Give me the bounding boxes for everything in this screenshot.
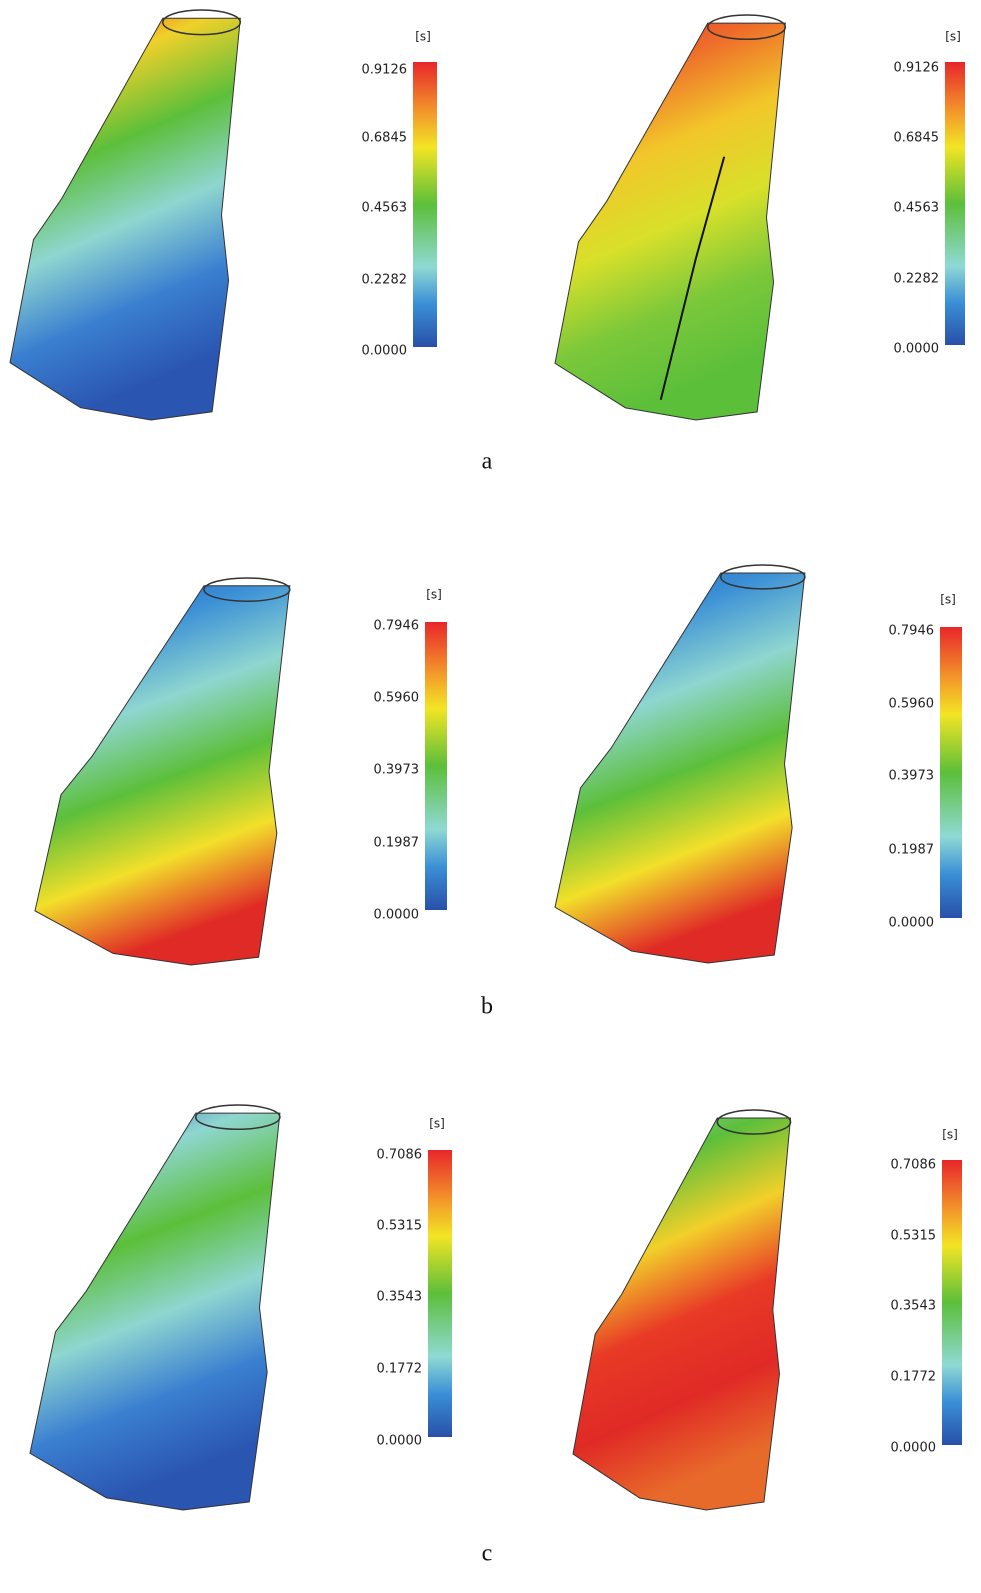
colorbar-tick-label: 0.7086 [891, 1158, 937, 1173]
colorbar-tick-label: 0.0000 [889, 916, 935, 931]
colorbar-tick-label: 0.9126 [894, 61, 940, 76]
colorbar-unit: [s] [940, 593, 956, 607]
colorbar-tick-label: 0.0000 [374, 908, 420, 923]
part-shape [555, 573, 805, 963]
colorbar-tick-label: 0.7086 [377, 1148, 423, 1163]
colorbar [428, 1150, 452, 1437]
colorbar-tick-label: 0.4563 [894, 201, 940, 216]
colorbar-tick-label: 0.6845 [362, 131, 408, 146]
colorbar [945, 62, 965, 345]
colorbar-tick-label: 0.9126 [362, 63, 408, 78]
part-shape [10, 18, 240, 420]
colorbar [425, 622, 447, 910]
colorbar-tick-label: 0.3973 [889, 769, 935, 784]
colorbar-tick-label: 0.1987 [374, 836, 420, 851]
row-label: b [481, 994, 493, 1020]
colorbar-tick-label: 0.6845 [894, 131, 940, 146]
colorbar-tick-label: 0.1772 [891, 1370, 937, 1385]
colorbar-tick-label: 0.0000 [891, 1441, 937, 1456]
simulation-panel: [s] 0.9126 0.6845 0.4563 0.2282 0.0000 [10, 10, 437, 420]
colorbar-tick-label: 0.5315 [891, 1229, 937, 1244]
simulation-panel: [s] 0.7946 0.5960 0.3973 0.1987 0.0000 [35, 578, 447, 965]
colorbar-tick-label: 0.1772 [377, 1362, 423, 1377]
simulation-panel: [s] 0.7086 0.5315 0.3543 0.1772 0.0000 [30, 1105, 452, 1510]
colorbar-tick-label: 0.3543 [891, 1299, 937, 1314]
colorbar-tick-label: 0.4563 [362, 201, 408, 216]
colorbar-tick-label: 0.3543 [377, 1290, 423, 1305]
row-label: a [482, 449, 493, 475]
colorbar [413, 62, 437, 347]
colorbar-tick-label: 0.2282 [894, 272, 940, 287]
colorbar-tick-label: 0.0000 [377, 1434, 423, 1449]
colorbar-tick-label: 0.2282 [362, 273, 408, 288]
colorbar-unit: [s] [942, 1128, 958, 1142]
simulation-panel: [s] 0.9126 0.6845 0.4563 0.2282 0.0000 [555, 15, 965, 420]
colorbar-unit: [s] [426, 588, 442, 602]
colorbar-tick-label: 0.3973 [374, 763, 420, 778]
part-shape [573, 1118, 791, 1510]
colorbar-tick-label: 0.5960 [889, 697, 935, 712]
colorbar [942, 1160, 962, 1445]
colorbar-tick-label: 0.7946 [889, 624, 935, 639]
colorbar-tick-label: 0.0000 [362, 344, 408, 359]
colorbar-tick-label: 0.5960 [374, 691, 420, 706]
colorbar-tick-label: 0.0000 [894, 342, 940, 357]
colorbar [940, 627, 962, 918]
figure: a [s] 0.9126 0.6845 0.4563 0.2282 0.0000 [s] 0.9… [0, 0, 981, 1593]
part-shape [30, 1113, 280, 1510]
colorbar-tick-label: 0.7946 [374, 619, 420, 634]
colorbar-unit: [s] [945, 30, 961, 44]
colorbar-tick-label: 0.5315 [377, 1219, 423, 1234]
simulation-panel: [s] 0.7086 0.5315 0.3543 0.1772 0.0000 [573, 1110, 962, 1510]
part-shape [35, 586, 290, 965]
simulation-panel: [s] 0.7946 0.5960 0.3973 0.1987 0.0000 [555, 565, 962, 963]
row-label: c [482, 1541, 493, 1567]
colorbar-unit: [s] [429, 1117, 445, 1131]
colorbar-tick-label: 0.1987 [889, 843, 935, 858]
colorbar-unit: [s] [415, 30, 431, 44]
